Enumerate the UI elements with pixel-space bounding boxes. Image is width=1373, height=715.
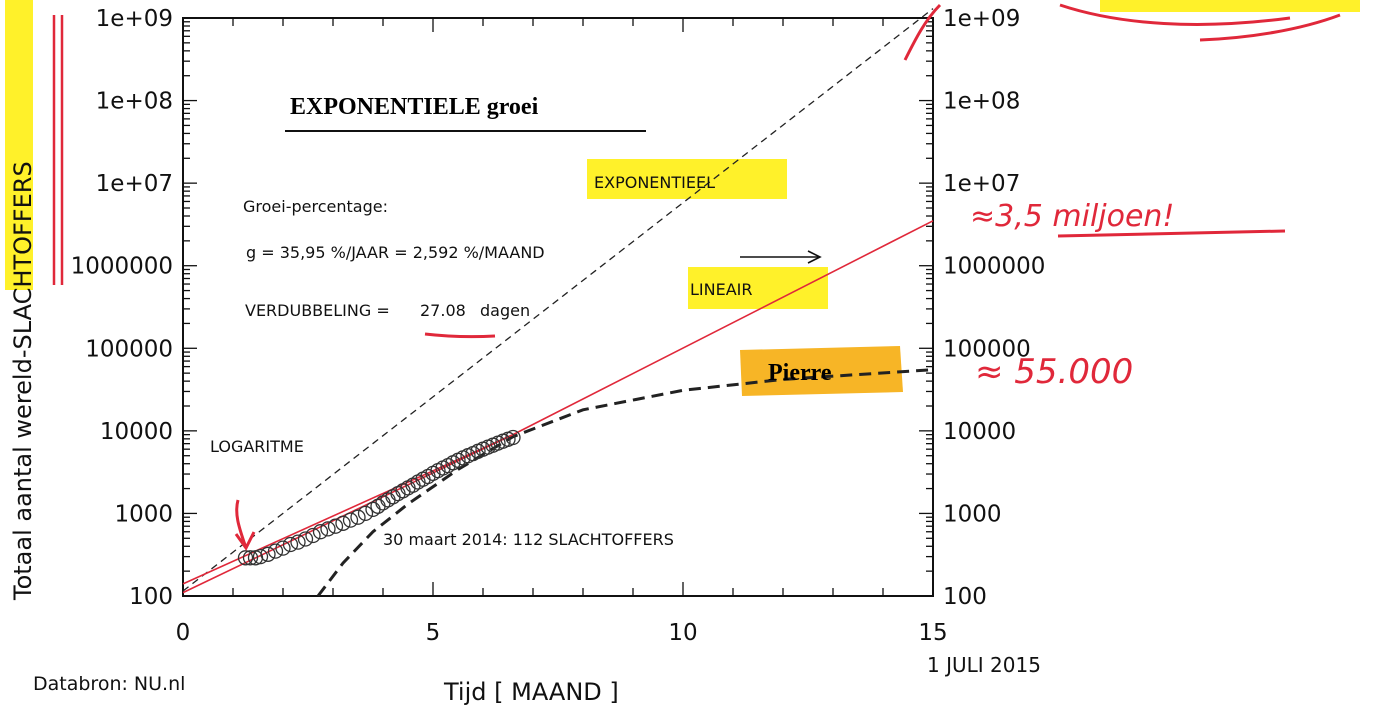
y-tick-label-right: 100 (943, 584, 987, 610)
top-right-scribble (1059, 0, 1360, 42)
y-tick-label-right: 1e+08 (943, 89, 1020, 115)
y-tick-label-right: 1e+07 (943, 171, 1020, 197)
y-tick-label-right: 1000000 (943, 254, 1045, 280)
hand-note-pierre: ≈ 55.000 (975, 352, 1133, 392)
data-point (327, 518, 344, 534)
highlight-ylabel (5, 0, 33, 290)
data-point (260, 546, 276, 562)
growth-label: Groei-percentage: (243, 197, 388, 216)
doubling-suffix: dagen (480, 301, 530, 320)
y-tick-label-left: 1000 (114, 501, 173, 527)
y-tick-label-left: 100000 (85, 336, 173, 362)
data-point (305, 527, 321, 544)
y-tick-label-left: 1e+08 (96, 89, 173, 115)
data-point (375, 495, 391, 511)
y-axis-label: Totaal aantal wereld-SLACHTOFFERS (9, 161, 37, 601)
data-point (275, 540, 291, 556)
hand-underline-lineair (1057, 229, 1286, 238)
y-axis-label-prefix: Totaal aantal wereld- (9, 350, 37, 602)
data-point (320, 521, 336, 537)
y-tick-label-left: 1e+07 (96, 171, 173, 197)
x-tick-label: 5 (426, 620, 441, 646)
y-tick-label-left: 100 (129, 584, 173, 610)
start-note: 30 maart 2014: 112 SLACHTOFFERS (383, 530, 674, 549)
doubling-prefix: VERDUBBELING = (245, 301, 390, 320)
y-tick-label-left: 10000 (100, 419, 173, 445)
data-point (297, 531, 314, 547)
doubling-value: 27.08 (420, 301, 466, 320)
highlight-pierre (740, 346, 903, 396)
y-tick-label-right: 10000 (943, 419, 1016, 445)
data-point (342, 512, 359, 528)
chart-title: EXPONENTIELE groei (290, 94, 539, 120)
axis-ticks (182, 17, 934, 597)
series-pierre (316, 368, 934, 597)
data-point (505, 429, 521, 446)
data-point (290, 534, 306, 550)
label-exponentieel: EXPONENTIEEL (594, 173, 715, 192)
data-point (335, 515, 351, 531)
x-axis-label: Tijd [ MAAND ] (443, 678, 619, 706)
data-point (357, 505, 374, 522)
y-tick-label-left: 1000000 (71, 254, 173, 280)
hand-note-lineair: ≈3,5 miljoen! (970, 199, 1174, 234)
y-tick-label-left: 1e+09 (96, 6, 173, 32)
label-lineair: LINEAIR (690, 280, 753, 299)
data-point (252, 548, 269, 565)
data-point (267, 543, 284, 559)
doubling-underline (424, 332, 496, 339)
data-point (350, 509, 366, 525)
start-arrow (234, 499, 256, 551)
x-tick-label: 10 (668, 620, 697, 646)
y-tick-label-right: 1000 (943, 501, 1002, 527)
data-point (312, 524, 329, 540)
source-label: Databron: NU.nl (33, 673, 185, 695)
growth-formula: g = 35,95 %/JAAR = 2,592 %/MAAND (246, 243, 545, 262)
y-tick-label-right: 100000 (943, 336, 1031, 362)
plot-frame (182, 17, 934, 597)
data-point (237, 550, 254, 566)
data-point (242, 550, 259, 566)
highlight-lineair (688, 267, 828, 309)
x-tick-label: 15 (918, 620, 947, 646)
highlight-exponentieel (587, 159, 787, 199)
y-axis-label-highlight: SLACHTOFFERS (9, 161, 37, 349)
label-pierre: Pierre (768, 360, 832, 386)
data-points (237, 429, 521, 566)
x-tick-label: 0 (176, 620, 191, 646)
data-point (282, 536, 299, 553)
label-logaritme: LOGARITME (210, 437, 304, 456)
hand-arrow-top (903, 3, 942, 61)
y-tick-label-right: 1e+09 (943, 6, 1020, 32)
data-point (370, 498, 386, 514)
series-exponentieel (182, 8, 934, 592)
x-end-label: 1 JULI 2015 (927, 653, 1041, 677)
lineair-arrowhead (807, 250, 822, 264)
